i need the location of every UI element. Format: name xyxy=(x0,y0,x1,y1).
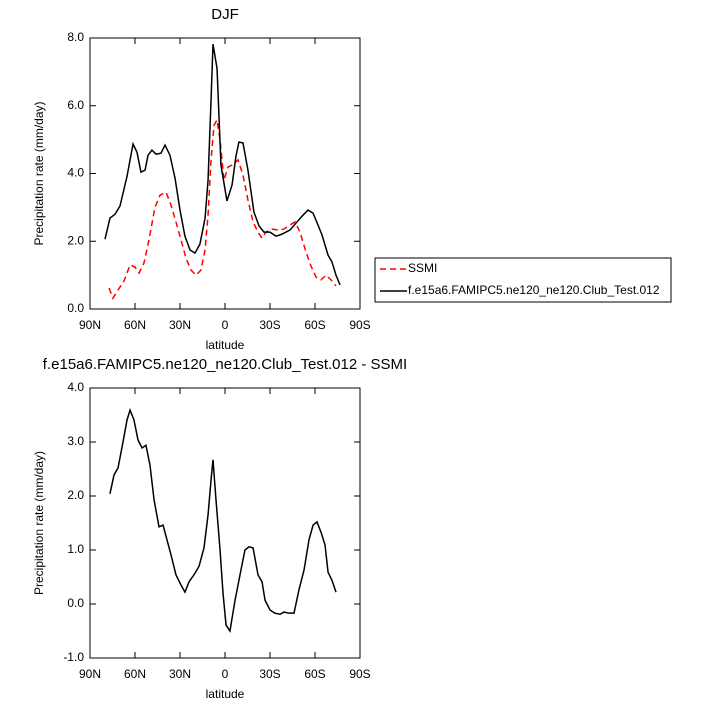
x-axis-label: latitude xyxy=(206,338,245,352)
x-axis-label: latitude xyxy=(206,687,245,701)
plot-frame xyxy=(89,37,361,310)
y-tick-label: 4.0 xyxy=(67,166,84,180)
data-line xyxy=(109,407,337,634)
y-tick-label: 2.0 xyxy=(67,488,84,502)
x-tick-label: 90S xyxy=(349,667,370,681)
data-line xyxy=(104,43,341,286)
chart-title: f.e15a6.FAMIPC5.ne120_ne120.Club_Test.01… xyxy=(43,356,407,373)
y-tick-label: 1.0 xyxy=(67,542,84,556)
y-tick-label: 6.0 xyxy=(67,98,84,112)
y-tick-label: 3.0 xyxy=(67,434,84,448)
legend-label: f.e15a6.FAMIPC5.ne120_ne120.Club_Test.01… xyxy=(408,283,660,297)
x-tick-label: 60N xyxy=(124,667,146,681)
x-tick-label: 30N xyxy=(169,318,191,332)
data-line xyxy=(108,117,337,300)
x-tick-label: 30S xyxy=(259,667,280,681)
chart-title: DJF xyxy=(211,6,239,23)
x-tick-label: 30S xyxy=(259,318,280,332)
x-tick-label: 30N xyxy=(169,667,191,681)
y-tick-label: -1.0 xyxy=(63,650,84,664)
legend-box xyxy=(374,257,672,303)
x-tick-label: 60S xyxy=(304,318,325,332)
y-tick-label: 2.0 xyxy=(67,233,84,247)
y-tick-label: 0.0 xyxy=(67,301,84,315)
x-tick-label: 90S xyxy=(349,318,370,332)
y-axis-label: Precipitation rate (mm/day) xyxy=(32,101,46,245)
x-tick-label: 0 xyxy=(222,318,229,332)
x-tick-label: 60N xyxy=(124,318,146,332)
x-tick-label: 0 xyxy=(222,667,229,681)
y-tick-label: 8.0 xyxy=(67,30,84,44)
y-axis-label: Precipitation rate (mm/day) xyxy=(32,451,46,595)
y-tick-label: 0.0 xyxy=(67,596,84,610)
x-tick-label: 90N xyxy=(79,318,101,332)
y-tick-label: 4.0 xyxy=(67,380,84,394)
legend-label: SSMI xyxy=(408,261,437,275)
x-tick-label: 90N xyxy=(79,667,101,681)
x-tick-label: 60S xyxy=(304,667,325,681)
